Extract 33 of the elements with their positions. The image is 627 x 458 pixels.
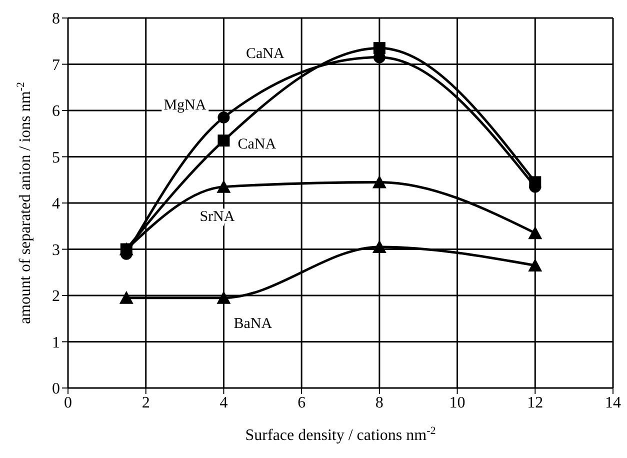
point (218, 111, 230, 124)
point (528, 258, 542, 272)
x-axis-title: Surface density / cations nm$^{-2}$ (245, 425, 436, 444)
point (372, 175, 386, 188)
y-tick-label: 1 (52, 334, 60, 352)
y-tick-label: 2 (52, 288, 60, 306)
x-tick-label: 0 (64, 394, 72, 412)
point (119, 290, 134, 304)
series-label: MgNA (164, 97, 206, 114)
y-tick-label: 6 (52, 103, 60, 120)
series-label: BaNA (234, 316, 272, 332)
y-tick-label: 5 (52, 149, 60, 166)
y-tick-label: 8 (52, 10, 60, 28)
point (529, 176, 542, 188)
x-tick-label: 12 (527, 394, 544, 412)
series-label: CaNA (238, 136, 276, 153)
x-tick-label: 4 (220, 394, 228, 412)
point (528, 226, 542, 240)
point (218, 134, 230, 147)
y-tick-label: 7 (52, 56, 60, 74)
x-tick-label: 6 (298, 394, 306, 412)
x-tick-label: 10 (449, 394, 466, 412)
annotation: CaNA (246, 46, 284, 62)
x-tick-label: 14 (605, 394, 621, 412)
point (373, 42, 386, 54)
point (216, 290, 231, 304)
y-tick-label: 4 (52, 196, 60, 213)
point (372, 240, 386, 253)
y-tick-label: 3 (52, 242, 60, 259)
x-tick-label: 8 (375, 394, 384, 412)
x-tick-label: 2 (142, 394, 150, 412)
point (216, 180, 231, 193)
y-tick-label: 0 (52, 380, 60, 398)
